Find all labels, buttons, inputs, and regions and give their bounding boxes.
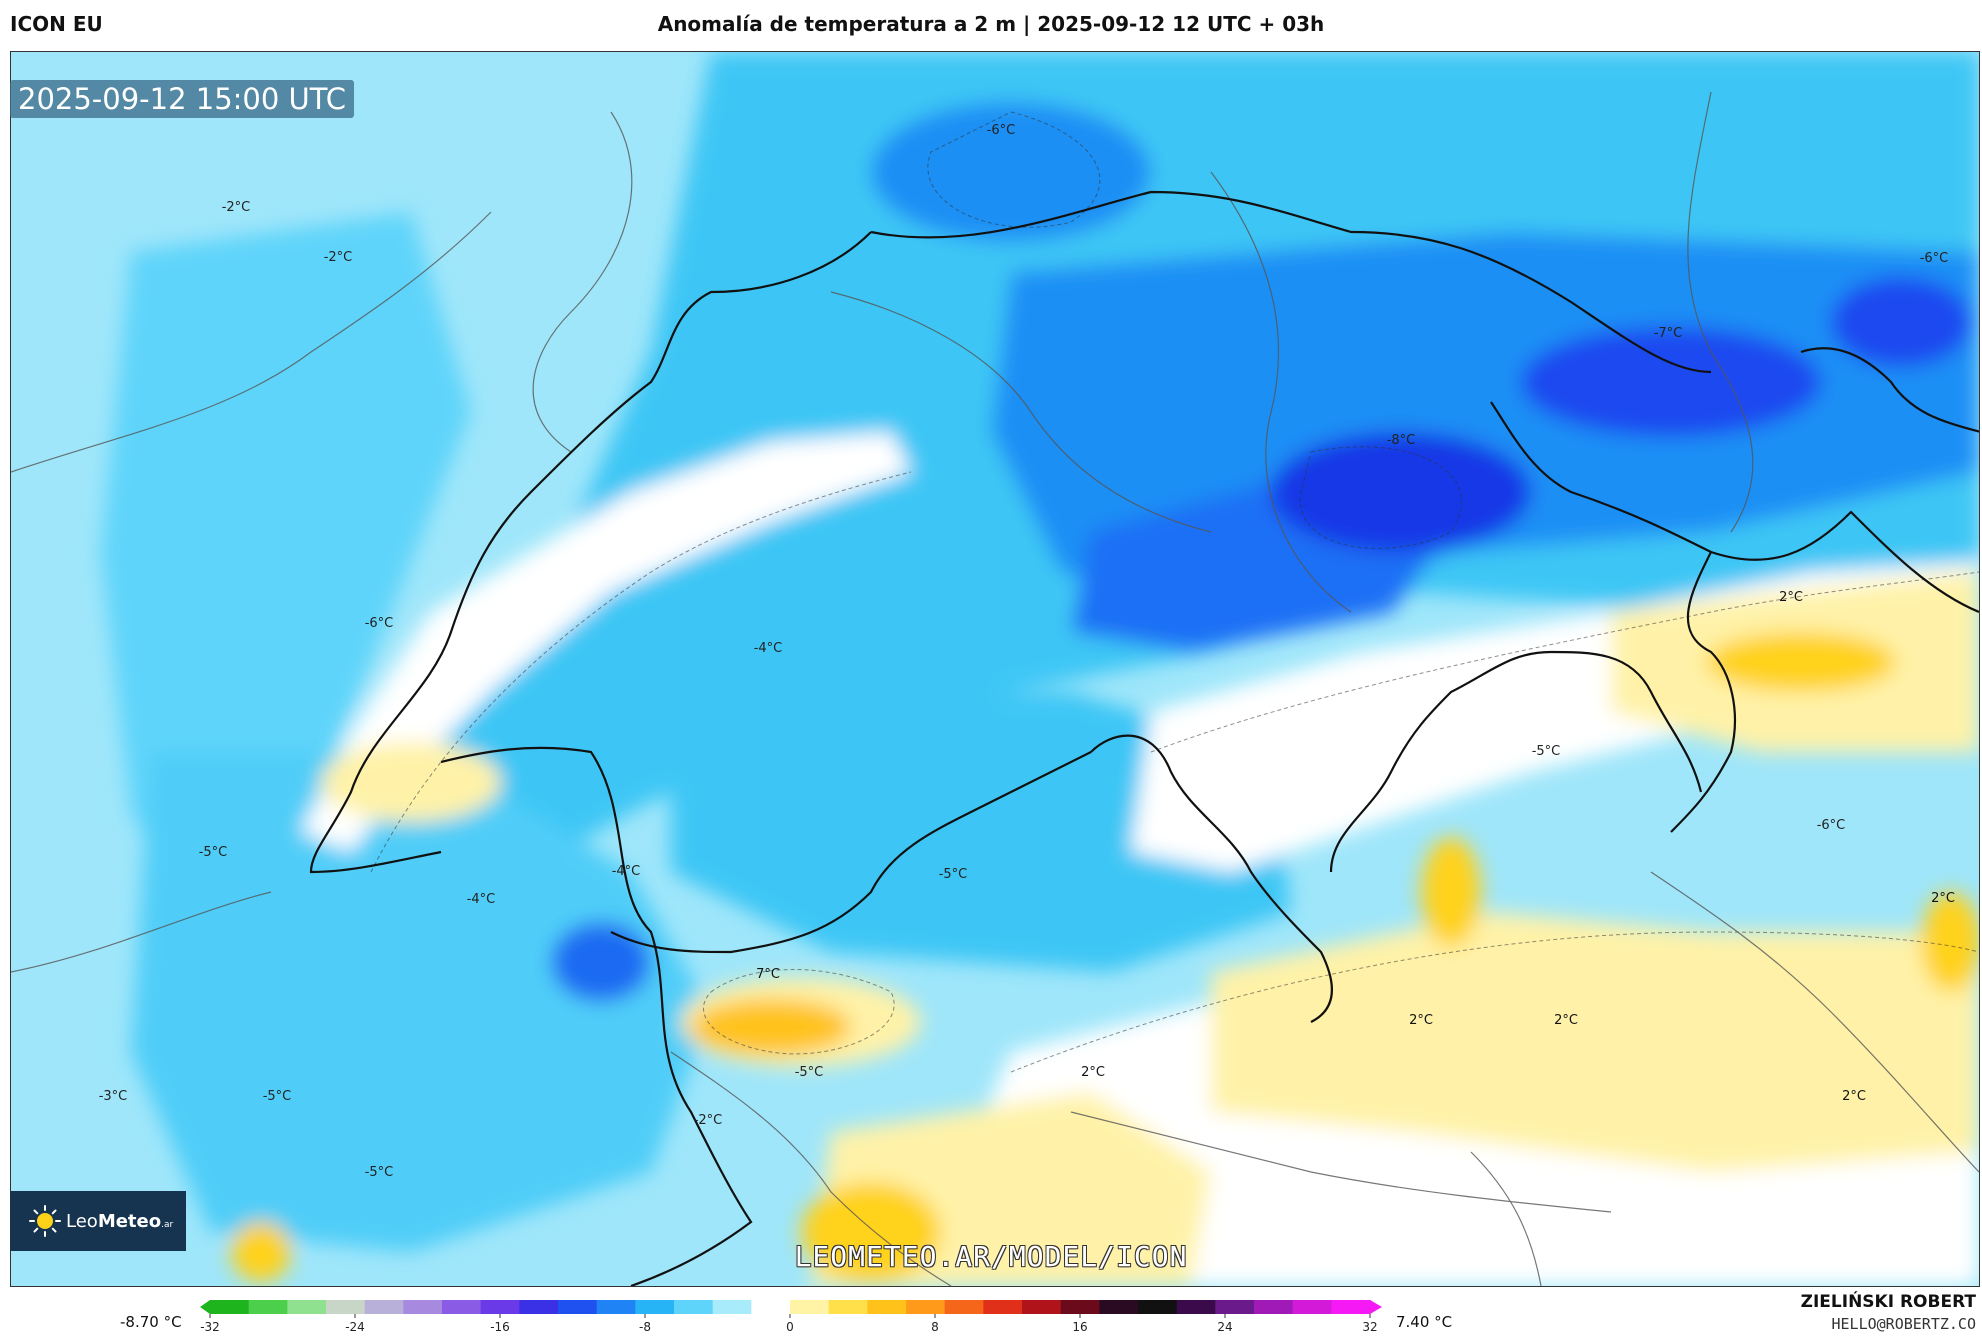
colorbar-segment [480,1300,520,1314]
colorbar-segment [287,1300,327,1314]
colorbar-segment [1060,1300,1100,1314]
temp-label: 2°C [1081,1065,1105,1080]
legend-max-value: 7.40 °C [1396,1313,1453,1331]
colorbar-segment [828,1300,868,1314]
map-panel[interactable]: -6°C -2°C -2°C -6°C -7°C -8°C -6°C -4°C … [10,51,1980,1287]
colorbar: -32 -24 -16 -8 0 8 16 24 32 [200,1298,1390,1338]
model-name: ICON EU [10,12,103,36]
temp-label: -8°C [1387,433,1416,448]
colorbar-segment [326,1300,366,1314]
colorbar-extend-min [200,1300,210,1314]
temp-label: -4°C [467,892,496,907]
colorbar-segment [712,1300,752,1314]
colorbar-tick-label: 32 [1362,1320,1377,1334]
logo-suffix: .ar [161,1219,174,1230]
colorbar-segment [790,1300,830,1314]
temp-label: 2°C [1779,590,1803,605]
watermark-url: LEOMETEO.AR/MODEL/ICON [794,1240,1188,1273]
colorbar-segment [1254,1300,1294,1314]
colorbar-segment [210,1300,250,1314]
colorbar-segment [403,1300,443,1314]
admin-boundaries [11,91,1979,1286]
leometeo-logo[interactable]: LeoMeteo.ar [10,1191,186,1251]
colorbar-segment [1022,1300,1062,1314]
temp-label: -3°C [99,1089,128,1104]
temp-label: -6°C [987,123,1016,138]
colorbar-segment [1215,1300,1255,1314]
temp-label: -4°C [754,641,783,656]
temp-label: 2°C [1931,891,1955,906]
national-borders [309,190,1979,1286]
legend-min-value: -8.70 °C [120,1313,182,1331]
colorbar-segment [1099,1300,1139,1314]
colorbar-segment [364,1300,404,1314]
colorbar-segment [944,1300,984,1314]
colorbar-tick-label: 16 [1072,1320,1087,1334]
temp-label: -5°C [939,867,968,882]
temp-label: -2°C [222,200,251,215]
colorbar-tick-label: 8 [931,1320,939,1334]
temp-label: 2°C [1409,1013,1433,1028]
temp-label: -2°C [324,250,353,265]
temperature-anomaly-map: -6°C -2°C -2°C -6°C -7°C -8°C -6°C -4°C … [11,52,1979,1286]
colorbar-segment [248,1300,288,1314]
colorbar-segment [558,1300,598,1314]
colorbar-tick-label: -8 [639,1320,651,1334]
temp-label: -5°C [1532,744,1561,759]
colorbar-segment [635,1300,675,1314]
temp-label: -6°C [1817,818,1846,833]
temp-label: 2°C [1554,1013,1578,1028]
temp-label: -5°C [365,1165,394,1180]
logo-name-bold: Meteo [97,1210,162,1232]
temp-label: -2°C [694,1113,723,1128]
author-contact[interactable]: HELLO@ROBERTZ.CO [1831,1315,1977,1333]
colorbar-segment [983,1300,1023,1314]
logo-wordmark: LeoMeteo.ar [66,1211,173,1232]
colorbar-segment [867,1300,907,1314]
temperature-labels: -6°C -2°C -2°C -6°C -7°C -8°C -6°C -4°C … [99,123,1955,1180]
temp-label: -5°C [263,1089,292,1104]
colorbar-segment [674,1300,714,1314]
sun-icon [29,1205,61,1237]
temp-label: -5°C [795,1065,824,1080]
isotherm-contours [370,111,1979,1073]
temp-label: 7°C [756,967,780,982]
header: ICON EU Anomalía de temperatura a 2 m | … [0,0,1982,50]
author-name: ZIELIŃSKI ROBERT [1800,1292,1976,1312]
colorbar-segment [442,1300,482,1314]
colorbar-tick-label: -32 [200,1320,220,1334]
temp-label: -7°C [1654,326,1683,341]
colorbar-extend-max [1370,1300,1382,1314]
colorbar-segment [1138,1300,1178,1314]
colorbar-segment [596,1300,636,1314]
colorbar-tick-label: -24 [345,1320,365,1334]
temp-label: -5°C [199,845,228,860]
chart-title: Anomalía de temperatura a 2 m | 2025-09-… [657,12,1325,36]
colorbar-segment [1292,1300,1332,1314]
colorbar-svg: -32 -24 -16 -8 0 8 16 24 32 [200,1300,1382,1334]
anomaly-field [101,52,1979,1286]
temp-label: -6°C [1920,251,1949,266]
temp-label: -4°C [612,864,641,879]
valid-time-badge: 2025-09-12 15:00 UTC [10,80,355,118]
temp-label: -6°C [365,616,394,631]
logo-name-light: Leo [66,1210,98,1232]
colorbar-tick-label: 0 [786,1320,794,1334]
colorbar-segment [519,1300,559,1314]
colorbar-segment [751,1300,791,1314]
colorbar-segment [1331,1300,1371,1314]
colorbar-segment [1176,1300,1216,1314]
colorbar-tick-label: 24 [1217,1320,1232,1334]
colorbar-tick-label: -16 [490,1320,510,1334]
temp-label: 2°C [1842,1089,1866,1104]
colorbar-segment [906,1300,946,1314]
